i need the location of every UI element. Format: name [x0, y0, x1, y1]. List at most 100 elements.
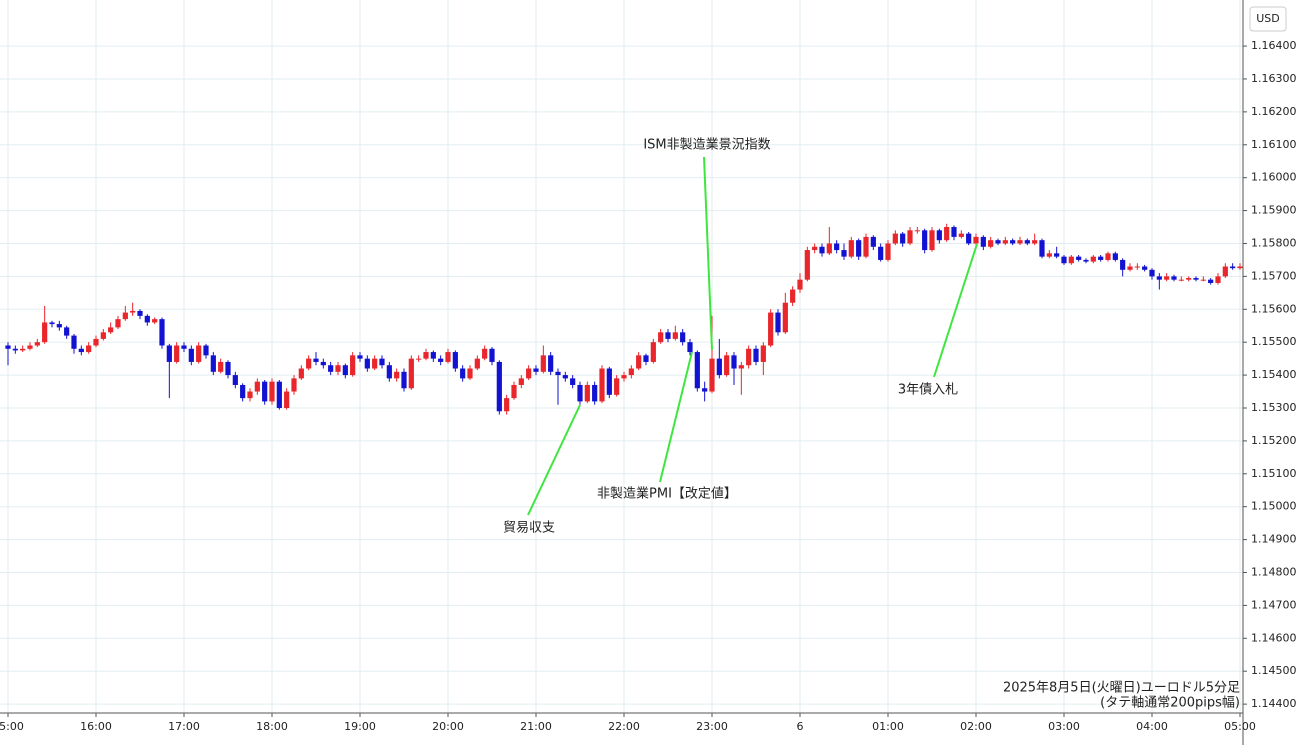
- candle-body: [1076, 256, 1082, 260]
- candle-body: [768, 312, 774, 346]
- candle-body: [885, 243, 891, 260]
- candle-body: [430, 352, 436, 359]
- candle-body: [548, 355, 554, 372]
- candle-body: [122, 312, 128, 320]
- candle-body: [1010, 240, 1016, 244]
- candle-body: [71, 335, 77, 349]
- candle-body: [1024, 240, 1030, 244]
- x-tick-label: 19:00: [344, 720, 376, 733]
- candle-body: [1061, 256, 1067, 264]
- candle-body: [218, 361, 224, 372]
- candle-body: [474, 358, 480, 369]
- candle-body: [863, 236, 869, 257]
- candle-body: [100, 332, 106, 339]
- candle-body: [452, 352, 458, 369]
- candle-body: [988, 240, 994, 247]
- candle-body: [995, 240, 1001, 244]
- candle-body: [460, 368, 466, 379]
- candle-body: [870, 236, 876, 247]
- y-tick-label: 1.15500: [1251, 335, 1297, 348]
- candle-body: [1039, 240, 1045, 257]
- candle-body: [702, 388, 708, 392]
- candle-body: [709, 358, 715, 392]
- candle-body: [504, 398, 510, 412]
- y-tick-label: 1.16400: [1251, 39, 1297, 52]
- candle-body: [540, 355, 546, 372]
- candle-body: [364, 358, 370, 369]
- x-tick-label: 16:00: [80, 720, 112, 733]
- y-tick-label: 1.14500: [1251, 664, 1297, 677]
- candle-body: [951, 227, 957, 237]
- candle-body: [372, 358, 378, 369]
- candle-body: [878, 246, 884, 260]
- candle-body: [511, 384, 517, 399]
- candle-body: [1134, 266, 1140, 268]
- candle-body: [797, 279, 803, 290]
- candle-body: [350, 355, 356, 376]
- candle-body: [1178, 279, 1184, 281]
- y-tick-label: 1.15800: [1251, 236, 1297, 249]
- candle-body: [342, 365, 348, 376]
- candle-body: [401, 371, 407, 389]
- candle-body: [555, 371, 561, 376]
- candle-body: [753, 348, 759, 362]
- y-tick-label: 1.16300: [1251, 72, 1297, 85]
- candle-body: [291, 378, 297, 392]
- candle-body: [1098, 256, 1104, 260]
- grid: [0, 0, 1247, 717]
- x-tick-label: 01:00: [872, 720, 904, 733]
- candle-body: [232, 375, 238, 385]
- candle-body: [907, 230, 913, 244]
- currency-box: [1249, 6, 1287, 32]
- candle-body: [900, 233, 906, 244]
- candle-body: [328, 365, 334, 372]
- candle-body: [922, 230, 928, 251]
- x-tick-label: 23:00: [696, 720, 728, 733]
- candle-body: [584, 384, 590, 402]
- candle-body: [34, 342, 40, 346]
- candle-body: [1120, 259, 1126, 270]
- candle-body: [225, 361, 231, 376]
- candle-body: [20, 348, 26, 351]
- candle-body: [262, 381, 268, 402]
- x-tick-label: 17:00: [168, 720, 200, 733]
- y-tick-label: 1.15700: [1251, 269, 1297, 282]
- candle-body: [944, 227, 950, 241]
- candle-body: [1230, 266, 1236, 269]
- candle-body: [606, 368, 612, 395]
- candle-body: [526, 368, 532, 379]
- candle-body: [592, 384, 598, 402]
- candle-body: [1017, 240, 1023, 244]
- candle-body: [306, 358, 312, 369]
- candle-body: [1193, 278, 1199, 280]
- x-tick-label: 22:00: [608, 720, 640, 733]
- candle-body: [210, 355, 216, 372]
- candle-body: [188, 348, 194, 362]
- candle-body: [1002, 240, 1008, 244]
- candle-body: [137, 310, 143, 316]
- candle-body: [680, 332, 686, 343]
- candle-body: [445, 352, 451, 362]
- candle-body: [181, 345, 187, 349]
- candle-body: [1156, 276, 1162, 280]
- candle-body: [628, 368, 634, 376]
- candle-body: [577, 384, 583, 402]
- annotation-line: [933, 243, 978, 378]
- candle-body: [144, 315, 150, 323]
- x-tick-label: 21:00: [520, 720, 552, 733]
- candle-body: [86, 345, 92, 353]
- candle-body: [731, 355, 737, 369]
- candle-body: [482, 348, 488, 359]
- candle-body: [64, 327, 70, 336]
- candle-body: [159, 319, 165, 346]
- candle-body: [966, 233, 972, 244]
- annotation-line: [703, 156, 713, 351]
- candle-body: [12, 348, 18, 351]
- candle-body: [973, 236, 979, 244]
- candle-body: [1149, 269, 1155, 277]
- candle-body: [196, 345, 202, 362]
- candle-body: [738, 365, 744, 369]
- candle-body: [775, 312, 781, 333]
